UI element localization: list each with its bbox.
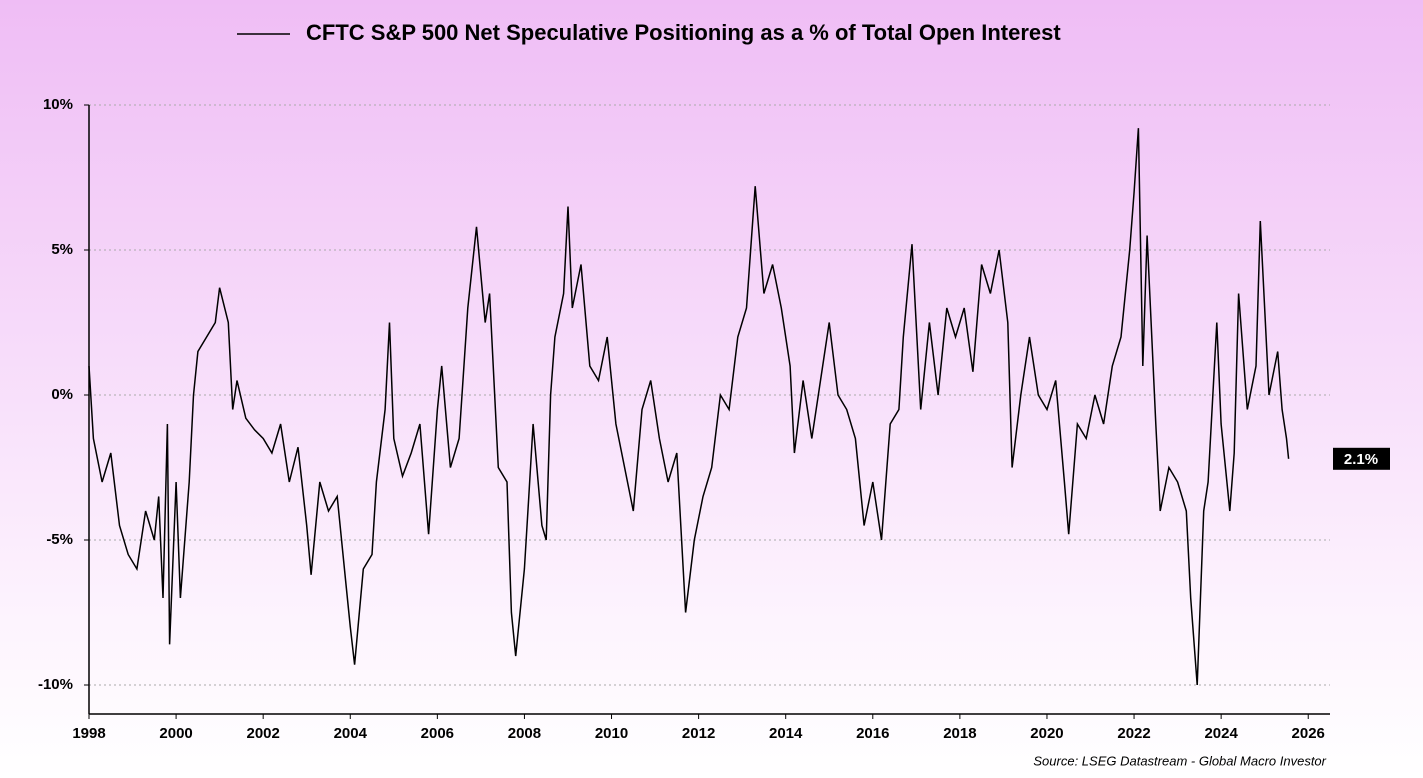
y-tick-label: 5% [51, 241, 73, 258]
legend-label: CFTC S&P 500 Net Speculative Positioning… [306, 20, 1061, 45]
x-tick-label: 2004 [334, 725, 368, 742]
x-tick-label: 2010 [595, 725, 628, 742]
x-tick-label: 2014 [769, 725, 803, 742]
x-tick-label: 1998 [72, 725, 105, 742]
x-tick-label: 2002 [246, 725, 279, 742]
x-tick-label: 2016 [856, 725, 889, 742]
y-tick-label: -5% [46, 531, 73, 548]
x-tick-label: 2006 [421, 725, 454, 742]
x-tick-label: 2022 [1117, 725, 1150, 742]
last-value-badge [1333, 447, 1390, 470]
x-tick-label: 2020 [1030, 725, 1063, 742]
y-tick-label: 0% [51, 386, 73, 403]
series-line [88, 128, 1290, 686]
y-tick-label: 10% [43, 96, 73, 113]
x-tick-label: 2012 [682, 725, 715, 742]
x-tick-label: 2024 [1204, 725, 1238, 742]
x-tick-label: 2008 [508, 725, 541, 742]
x-tick-label: 2026 [1292, 725, 1325, 742]
last-value-label: 2.1% [1344, 451, 1378, 468]
source: Source: LSEG Datastream - Global Macro I… [1033, 753, 1326, 768]
x-tick-label: 2000 [159, 725, 192, 742]
y-tick-label: -10% [38, 676, 73, 693]
x-tick-label: 2018 [943, 725, 976, 742]
